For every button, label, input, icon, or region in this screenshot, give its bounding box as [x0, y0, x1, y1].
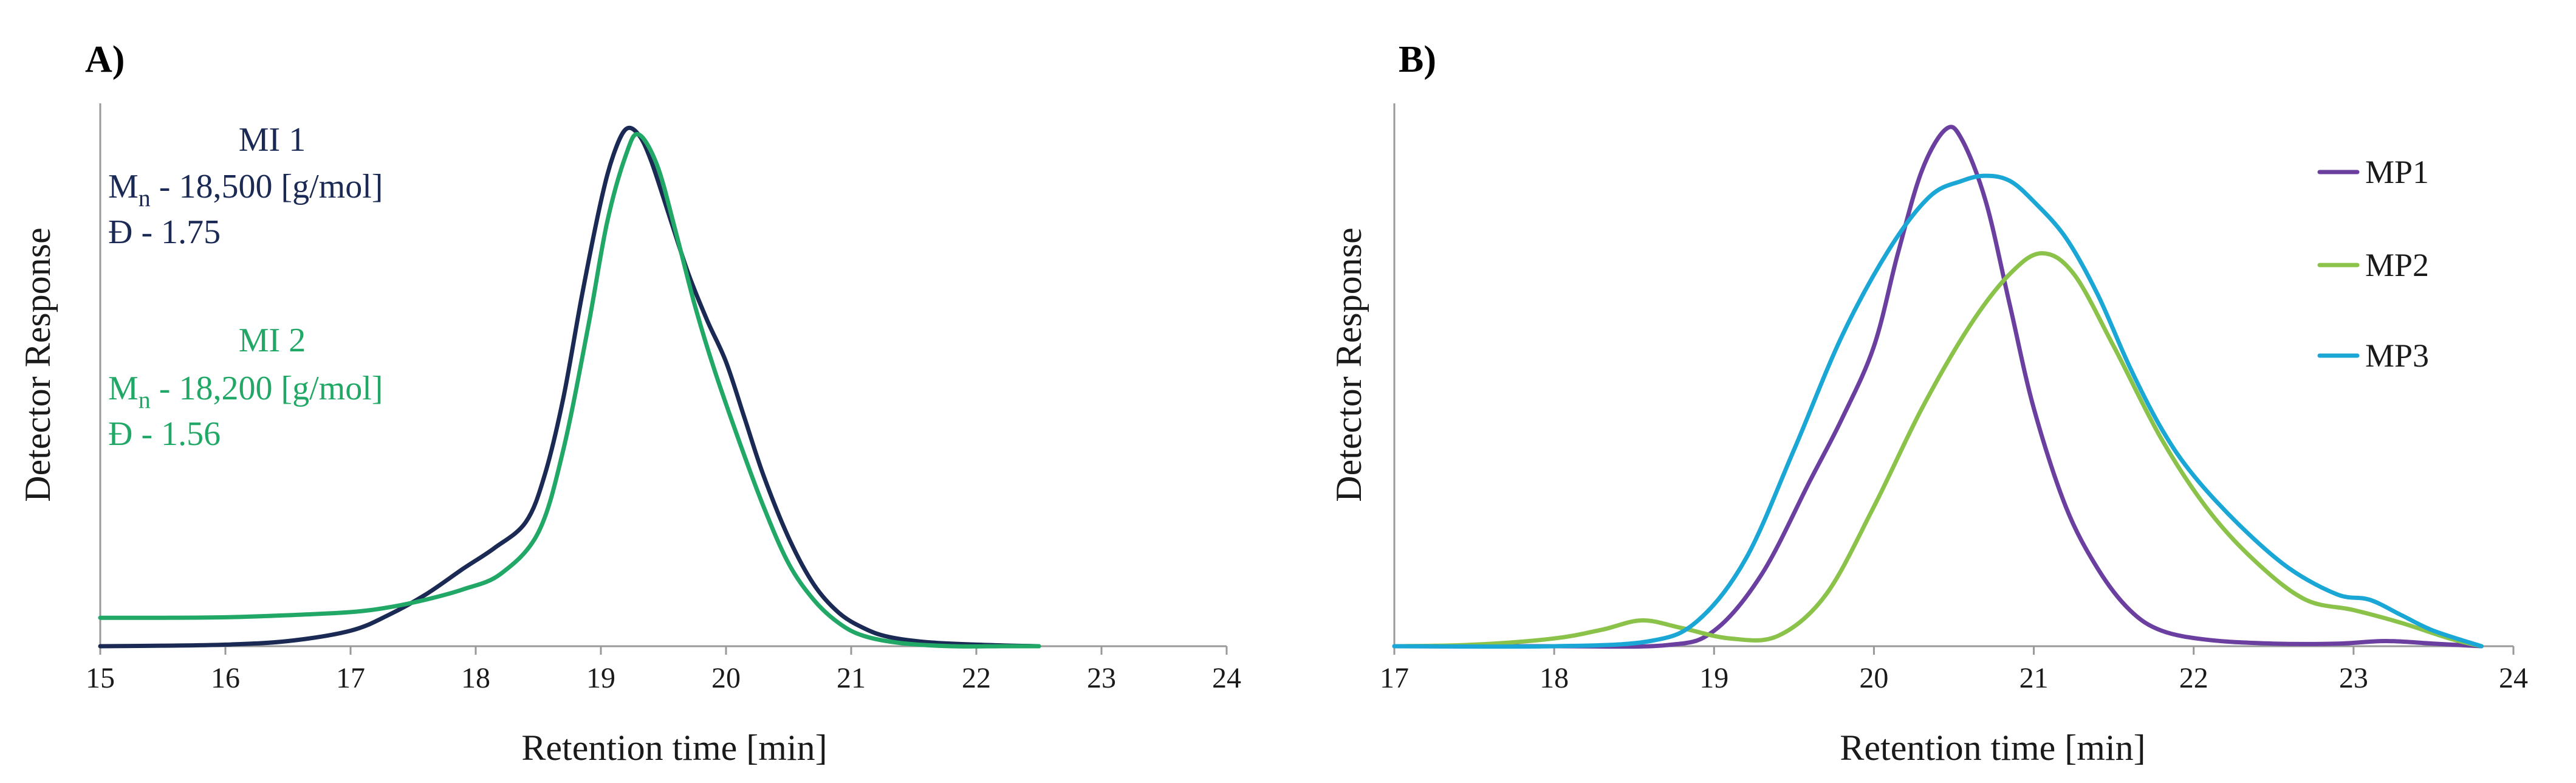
panel-a: A) Detector Response Retention time [min…: [18, 39, 1241, 768]
panel-b-legend: MP1 MP2 MP3: [2317, 154, 2429, 374]
panel-b-x-tick-label-21: 21: [2019, 662, 2049, 694]
legend-mp2-label: MP2: [2365, 247, 2429, 283]
annotation-1-line-1: MI 1: [239, 121, 306, 159]
panel-a-annotations: MI 1 Mn - 18,500 [g/mol]Đ - 1.75 MI 2 Mn - …: [108, 121, 383, 453]
panel-b-letter: B): [1399, 39, 1436, 80]
panel-b-x-tick-label-18: 18: [1540, 662, 1569, 694]
panel-b-x-tick-label-17: 17: [1380, 662, 1409, 694]
panel-a-x-tick-label-16: 16: [211, 662, 240, 694]
legend-mp3-label: MP3: [2365, 337, 2429, 374]
panel-a-x-tick-label-23: 23: [1087, 662, 1116, 694]
panel-b-mp3-line: [1392, 173, 2484, 649]
annotation-1-line-3: Đ - 1.75: [108, 213, 221, 251]
annotation-1-line-2: Mn - 18,500 [g/mol]: [108, 168, 383, 212]
panel-a-x-tick-label-20: 20: [711, 662, 741, 694]
annotation-2-line-3: Đ - 1.56: [108, 415, 221, 453]
panel-b-x-tick-label-19: 19: [1699, 662, 1728, 694]
legend-mp1-label: MP1: [2365, 154, 2429, 190]
panel-b-x-ticks: 17 18 19 20 21 22 23 24: [1380, 646, 2528, 694]
panel-a-x-tick-label-24: 24: [1212, 662, 1241, 694]
panel-a-x-tick-label-15: 15: [86, 662, 115, 694]
panel-a-x-tick-label-17: 17: [336, 662, 365, 694]
panel-b-x-tick-label-23: 23: [2339, 662, 2368, 694]
panel-a-x-ticks: 15 16 17 18 19 20 21 22 23 24: [86, 646, 1241, 694]
panel-a-letter: A): [85, 39, 125, 80]
panel-b-y-axis-title: Detector Response: [1329, 227, 1369, 502]
panel-b-mp2-line: [1392, 251, 2484, 649]
panel-a-x-tick-label-19: 19: [586, 662, 615, 694]
panel-b-x-tick-label-20: 20: [1859, 662, 1888, 694]
panel-a-x-axis-title: Retention time [min]: [521, 728, 827, 768]
panel-a-series-1-line: [98, 125, 1041, 649]
annotation-2-line-1: MI 2: [239, 322, 306, 359]
panel-a-x-tick-label-18: 18: [461, 662, 490, 694]
panel-a-y-axis-title: Detector Response: [18, 227, 58, 502]
annotation-2-line-2: Mn - 18,200 [g/mol]: [108, 370, 383, 413]
panel-b-x-tick-label-22: 22: [2179, 662, 2208, 694]
panel-b-mp1-line: [1392, 125, 2484, 649]
panel-a-series: [98, 125, 1041, 649]
panel-a-series-2-line: [98, 132, 1041, 649]
panel-b-x-tick-label-24: 24: [2499, 662, 2528, 694]
panel-a-x-tick-label-22: 22: [962, 662, 991, 694]
panel-b-series: [1392, 125, 2484, 649]
panel-a-x-tick-label-21: 21: [837, 662, 866, 694]
panel-b: B) Detector Response Retention time [min…: [1329, 39, 2528, 768]
panel-b-x-axis-title: Retention time [min]: [1840, 728, 2145, 768]
